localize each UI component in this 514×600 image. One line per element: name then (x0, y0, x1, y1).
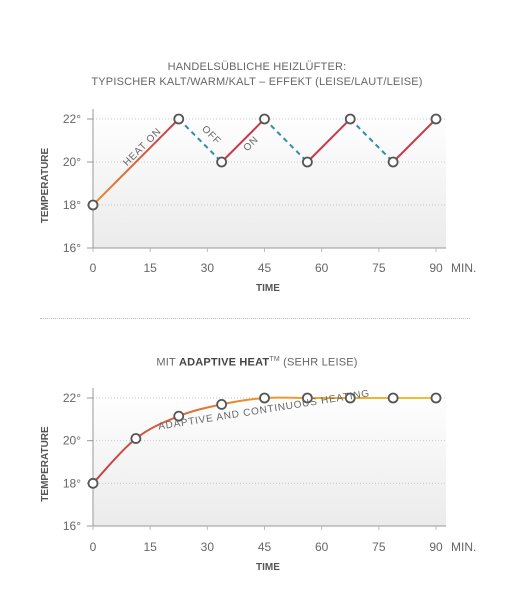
chart2-title-bold: ADAPTIVE HEAT (178, 356, 270, 369)
x-tick-label: 0 (90, 261, 97, 275)
x-tick-label: 90 (429, 261, 443, 275)
data-point (387, 392, 399, 404)
x-unit-label: MIN. (451, 540, 476, 554)
x-unit-label: MIN. (451, 261, 476, 275)
data-point (344, 113, 356, 125)
data-point (130, 433, 142, 444)
chart2-title-suffix: (SEHR LEISE) (279, 356, 358, 369)
chart2-title-trademark: TM (269, 356, 280, 363)
x-axis-label: TIME (256, 562, 280, 573)
series-segment-on (220, 118, 266, 163)
x-tick-label: 45 (258, 540, 272, 554)
x-tick-label: 45 (258, 261, 272, 275)
x-tick-label: 15 (143, 540, 157, 554)
plot-background (93, 390, 446, 526)
y-tick-label: 20° (63, 434, 81, 448)
chart1-title-line2: TYPISCHER KALT/WARM/KALT – EFFEKT (LEISE… (91, 76, 423, 88)
plot-background (93, 111, 446, 248)
y-tick-label: 22° (63, 391, 81, 405)
data-point (430, 113, 442, 125)
data-point (430, 392, 442, 404)
x-axis-label: TIME (256, 283, 280, 294)
y-tick-label: 18° (63, 198, 81, 212)
x-tick-label: 0 (90, 540, 97, 554)
series-segment-on (392, 118, 437, 163)
data-point (87, 199, 99, 211)
data-point (259, 113, 270, 125)
chart-1: 16° 18° 20° 22° 0 15 30 45 60 75 90 MIN. TIME TEMPERA… (40, 109, 476, 294)
data-point (387, 156, 399, 168)
data-point (216, 156, 228, 168)
series-segment-off (178, 118, 223, 163)
data-point (301, 392, 313, 404)
chart2-title-prefix: MIT (156, 356, 179, 369)
x-tick-label: 60 (315, 261, 329, 275)
chart2-title: MIT ADAPTIVE HEATTM (SEHR LEISE) (0, 353, 514, 370)
data-point (216, 398, 228, 410)
data-point (259, 392, 270, 404)
data-point (173, 410, 185, 422)
data-point (301, 156, 313, 168)
y-tick-label: 18° (63, 476, 81, 490)
y-tick-label: 20° (63, 155, 81, 169)
data-point (87, 477, 99, 489)
series-segment-off (263, 118, 309, 163)
series-segment-heat (92, 118, 180, 206)
chart-2: 16° 18° 20° 22° 0 15 30 45 60 75 90 MIN. TIME TEMPERA… (40, 388, 476, 573)
x-tick-label: 15 (143, 261, 157, 275)
x-tick-label: 30 (201, 540, 215, 554)
series-segment-off (349, 118, 394, 163)
y-axis-label: TEMPERATURE (40, 147, 51, 223)
x-tick-label: 30 (201, 261, 215, 275)
y-tick-label: 16° (63, 241, 81, 255)
data-point (344, 392, 356, 404)
y-tick-label: 22° (63, 112, 81, 126)
chart-divider (40, 318, 470, 319)
series-segment-on (306, 118, 351, 163)
x-tick-label: 75 (372, 540, 386, 554)
data-point (173, 113, 185, 125)
x-tick-label: 60 (315, 540, 329, 554)
chart1-title-line1: HANDELSÜBLICHE HEIZLÜFTER: (167, 61, 347, 73)
x-tick-label: 90 (429, 540, 443, 554)
y-tick-label: 16° (63, 519, 81, 533)
x-tick-label: 75 (372, 261, 386, 275)
y-axis-label: TEMPERATURE (40, 426, 51, 502)
